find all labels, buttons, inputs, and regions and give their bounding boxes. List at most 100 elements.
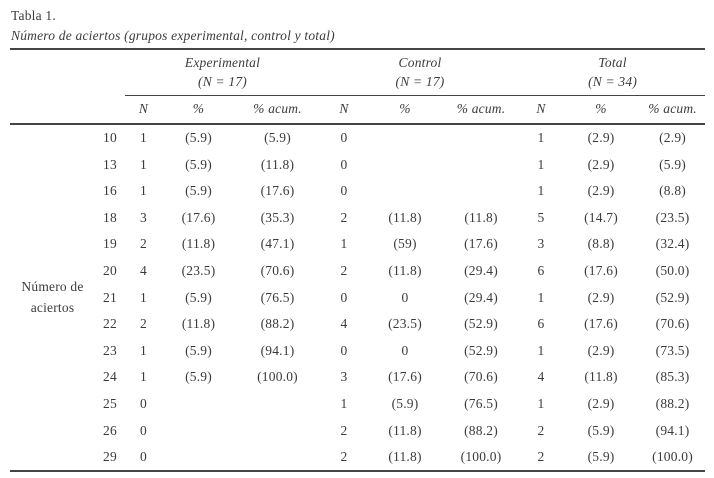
exp-pct-acum-cell: (76.5) xyxy=(260,289,295,305)
table-row: 29 0 2 (11.8) (100.0) 2 (5.9) (100.0) xyxy=(10,444,705,472)
exp-pct-cell xyxy=(162,444,235,472)
total-pct-acum-cell: (2.9) xyxy=(659,130,686,146)
table-row: 23 1 (5.9) (94.1) 0 0 (52.9) 1 (2.9) (73.5) xyxy=(10,338,705,365)
exp-n-cell: 1 xyxy=(140,183,147,199)
ctrl-pct-acum-cell: (29.4) xyxy=(464,289,498,305)
exp-n-cell: 0 xyxy=(140,422,147,438)
total-n-cell: 2 xyxy=(537,422,545,438)
ctrl-n-cell: 2 xyxy=(340,449,348,465)
aciertos-value: 26 xyxy=(103,422,117,438)
total-pct-acum-cell: (100.0) xyxy=(652,449,693,465)
total-pct-cell: (5.9) xyxy=(587,422,615,438)
total-pct-cell: (2.9) xyxy=(587,156,615,172)
ctrl-pct-cell xyxy=(368,151,442,178)
ctrl-pct-acum-cell: (17.6) xyxy=(464,236,498,252)
ctrl-pct-acum-cell: (29.4) xyxy=(464,263,498,279)
ctrl-pct-acum-cell xyxy=(442,178,520,205)
total-pct-cell: (2.9) xyxy=(587,183,615,199)
aciertos-value: 19 xyxy=(103,236,117,252)
ctrl-pct-acum-cell: (11.8) xyxy=(464,209,498,225)
group-n: (N = 17) xyxy=(198,74,247,90)
total-pct-acum-cell: (32.4) xyxy=(655,236,690,252)
exp-pct-acum-cell: (11.8) xyxy=(260,156,295,172)
table-title: Tabla 1. xyxy=(11,8,56,23)
col-header-pct: % xyxy=(368,95,442,125)
exp-n-cell: 2 xyxy=(140,316,147,332)
total-pct-acum-cell: (52.9) xyxy=(655,289,690,305)
exp-pct-acum-cell: (47.1) xyxy=(260,236,295,252)
exp-pct-cell: (5.9) xyxy=(185,156,212,172)
ctrl-pct-acum-cell: (100.0) xyxy=(460,449,502,465)
exp-n-cell: 3 xyxy=(140,209,147,225)
total-pct-acum-cell: (5.9) xyxy=(659,156,686,172)
total-n-cell: 2 xyxy=(537,449,545,465)
exp-pct-cell: (5.9) xyxy=(185,130,212,146)
ctrl-pct-cell: (59) xyxy=(393,236,417,252)
ctrl-n-cell: 0 xyxy=(340,342,348,358)
group-n: (N = 34) xyxy=(588,74,638,90)
ctrl-n-cell: 0 xyxy=(340,130,348,146)
aciertos-value: 29 xyxy=(103,449,117,465)
exp-n-cell: 0 xyxy=(140,395,147,411)
aciertos-value: 13 xyxy=(103,156,117,172)
exp-pct-acum-cell xyxy=(235,391,320,418)
total-n-cell: 1 xyxy=(537,342,545,358)
exp-pct-cell xyxy=(162,391,235,418)
exp-n-cell: 0 xyxy=(140,449,147,465)
exp-n-cell: 1 xyxy=(140,130,147,146)
exp-pct-cell: (23.5) xyxy=(181,263,216,279)
ctrl-n-cell: 0 xyxy=(340,156,348,172)
table-row: 19 2 (11.8) (47.1) 1 (59) (17.6) 3 (8.8) (32.4) xyxy=(10,231,705,258)
results-table: Experimental (N = 17) Control (N = 17) T… xyxy=(10,47,706,473)
ctrl-pct-acum-cell: (52.9) xyxy=(464,316,498,332)
ctrl-pct-acum-cell: (52.9) xyxy=(464,342,498,358)
col-header-n: N xyxy=(520,95,563,125)
ctrl-n-cell: 2 xyxy=(340,209,348,225)
sub-header-row: N % % acum. N % % acum. N % % acum. xyxy=(10,95,706,125)
total-pct-acum-cell: (85.3) xyxy=(655,369,690,385)
exp-n-cell: 4 xyxy=(140,263,147,279)
table-row: 22 2 (11.8) (88.2) 4 (23.5) (52.9) 6 (17.6) (70.6… xyxy=(10,311,705,338)
group-n: (N = 17) xyxy=(395,74,445,90)
col-header-n: N xyxy=(125,95,162,125)
total-pct-cell: (14.7) xyxy=(584,209,618,225)
exp-pct-acum-cell xyxy=(235,444,320,472)
table-body: Número de aciertos 1 0 1 (5.9) (5.9) 0 1 (2.9) (2… xyxy=(10,124,705,472)
total-pct-cell: (2.9) xyxy=(587,395,615,411)
total-pct-acum-cell: (94.1) xyxy=(655,422,690,438)
group-header-control: Control (N = 17) xyxy=(320,48,521,96)
exp-n-cell: 2 xyxy=(140,236,147,252)
ctrl-n-cell: 1 xyxy=(340,236,348,252)
table-row: 26 0 2 (11.8) (88.2) 2 (5.9) (94.1) xyxy=(10,417,705,444)
aciertos-value: 22 xyxy=(103,316,117,332)
ctrl-n-cell: 2 xyxy=(340,422,348,438)
ctrl-pct-acum-cell: (88.2) xyxy=(464,422,498,438)
total-pct-cell: (11.8) xyxy=(584,369,618,385)
table-row: Número de aciertos 1 0 1 (5.9) (5.9) 0 1 (2.9) (2… xyxy=(10,124,705,315)
exp-pct-cell: (11.8) xyxy=(181,236,216,252)
total-n-cell: 1 xyxy=(537,156,545,172)
ctrl-pct-cell: (11.8) xyxy=(388,449,422,465)
exp-n-cell: 1 xyxy=(140,369,147,385)
total-n-cell: 1 xyxy=(537,289,545,305)
exp-pct-acum-cell: (88.2) xyxy=(260,316,295,332)
table-row: 18 3 (17.6) (35.3) 2 (11.8) (11.8) 5 (14.7) (23.5… xyxy=(10,205,705,232)
ctrl-pct-cell: (11.8) xyxy=(388,422,422,438)
total-pct-cell: (2.9) xyxy=(587,289,615,305)
col-header-pct: % xyxy=(562,95,641,125)
ctrl-pct-cell: (11.8) xyxy=(388,263,422,279)
ctrl-pct-acum-cell xyxy=(442,151,520,178)
aciertos-value: 23 xyxy=(103,342,117,358)
exp-pct-cell: (5.9) xyxy=(185,342,212,358)
row-group-label: Número de aciertos xyxy=(21,278,84,315)
aciertos-value: 25 xyxy=(103,395,117,411)
group-name: Total xyxy=(598,54,627,70)
total-pct-acum-cell: (50.0) xyxy=(655,263,690,279)
col-header-pct-acum: % acum. xyxy=(640,95,706,125)
exp-pct-cell: (17.6) xyxy=(181,209,216,225)
table-subtitle: Número de aciertos (grupos experimental,… xyxy=(11,27,335,43)
exp-pct-cell: (5.9) xyxy=(185,183,212,199)
table-row: 24 1 (5.9) (100.0) 3 (17.6) (70.6) 4 (11.8) (85.3… xyxy=(10,364,705,391)
ctrl-n-cell: 0 xyxy=(340,289,348,305)
